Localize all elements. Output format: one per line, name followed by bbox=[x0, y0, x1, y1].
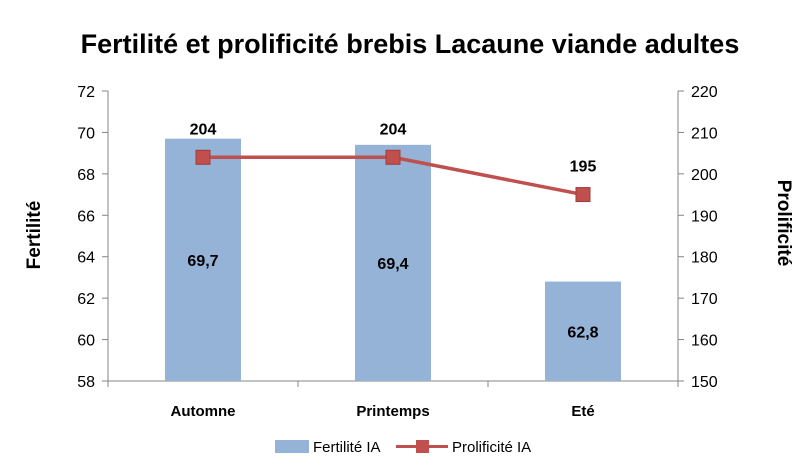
chart-title: Fertilité et prolificité brebis Lacaune … bbox=[81, 29, 740, 59]
y2-tick-label: 180 bbox=[691, 250, 718, 267]
line-data-label: 204 bbox=[190, 121, 217, 138]
y2-tick-label: 220 bbox=[691, 84, 718, 101]
x-axis: Automne Printemps Eté bbox=[107, 381, 679, 420]
line-data-label: 195 bbox=[570, 159, 597, 176]
y-tick-label: 72 bbox=[77, 84, 95, 101]
y-tick-label: 60 bbox=[77, 333, 95, 350]
legend-label-prolificite: Prolificité IA bbox=[452, 439, 531, 456]
y2-tick-label: 160 bbox=[691, 333, 718, 350]
bar-data-label: 62,8 bbox=[567, 324, 598, 341]
y-tick-label: 64 bbox=[77, 250, 95, 267]
y-axis-title: Fertilité bbox=[24, 201, 45, 270]
y2-tick-label: 150 bbox=[691, 374, 718, 391]
line-point-marker bbox=[195, 149, 211, 165]
bar-data-label: 69,4 bbox=[377, 256, 408, 273]
line-point-marker bbox=[575, 187, 591, 203]
y-tick-label: 58 bbox=[77, 374, 95, 391]
legend-marker-prolificite bbox=[416, 440, 429, 453]
y2-tick-label: 170 bbox=[691, 291, 718, 308]
bar-series bbox=[165, 138, 621, 381]
y-axis-left: 58 60 62 64 66 68 70 72 bbox=[77, 84, 108, 391]
legend: Fertilité IA Prolificité IA bbox=[275, 439, 531, 456]
y2-tick-label: 210 bbox=[691, 125, 718, 142]
line-point-marker bbox=[385, 149, 401, 165]
x-tick-label: Eté bbox=[571, 403, 594, 420]
bar bbox=[355, 144, 431, 381]
y-tick-label: 66 bbox=[77, 208, 95, 225]
x-tick-label: Printemps bbox=[356, 403, 429, 420]
legend-swatch-fertilite bbox=[275, 440, 309, 453]
y2-axis-title: Prolificité bbox=[773, 180, 794, 267]
y-tick-label: 62 bbox=[77, 291, 95, 308]
line-series bbox=[195, 149, 591, 203]
y-tick-label: 68 bbox=[77, 167, 95, 184]
line-data-label: 204 bbox=[380, 121, 407, 138]
bar bbox=[165, 138, 241, 381]
data-labels: 69,7 69,4 62,8 204 204 195 bbox=[187, 121, 598, 341]
x-tick-label: Automne bbox=[171, 403, 236, 420]
bar bbox=[545, 281, 621, 381]
y-axis-right: 150 160 170 180 190 200 210 220 bbox=[678, 84, 718, 391]
bar-data-label: 69,7 bbox=[187, 253, 218, 270]
y-tick-label: 70 bbox=[77, 125, 95, 142]
y2-tick-label: 200 bbox=[691, 167, 718, 184]
legend-label-fertilite: Fertilité IA bbox=[313, 439, 381, 456]
y2-tick-label: 190 bbox=[691, 208, 718, 225]
